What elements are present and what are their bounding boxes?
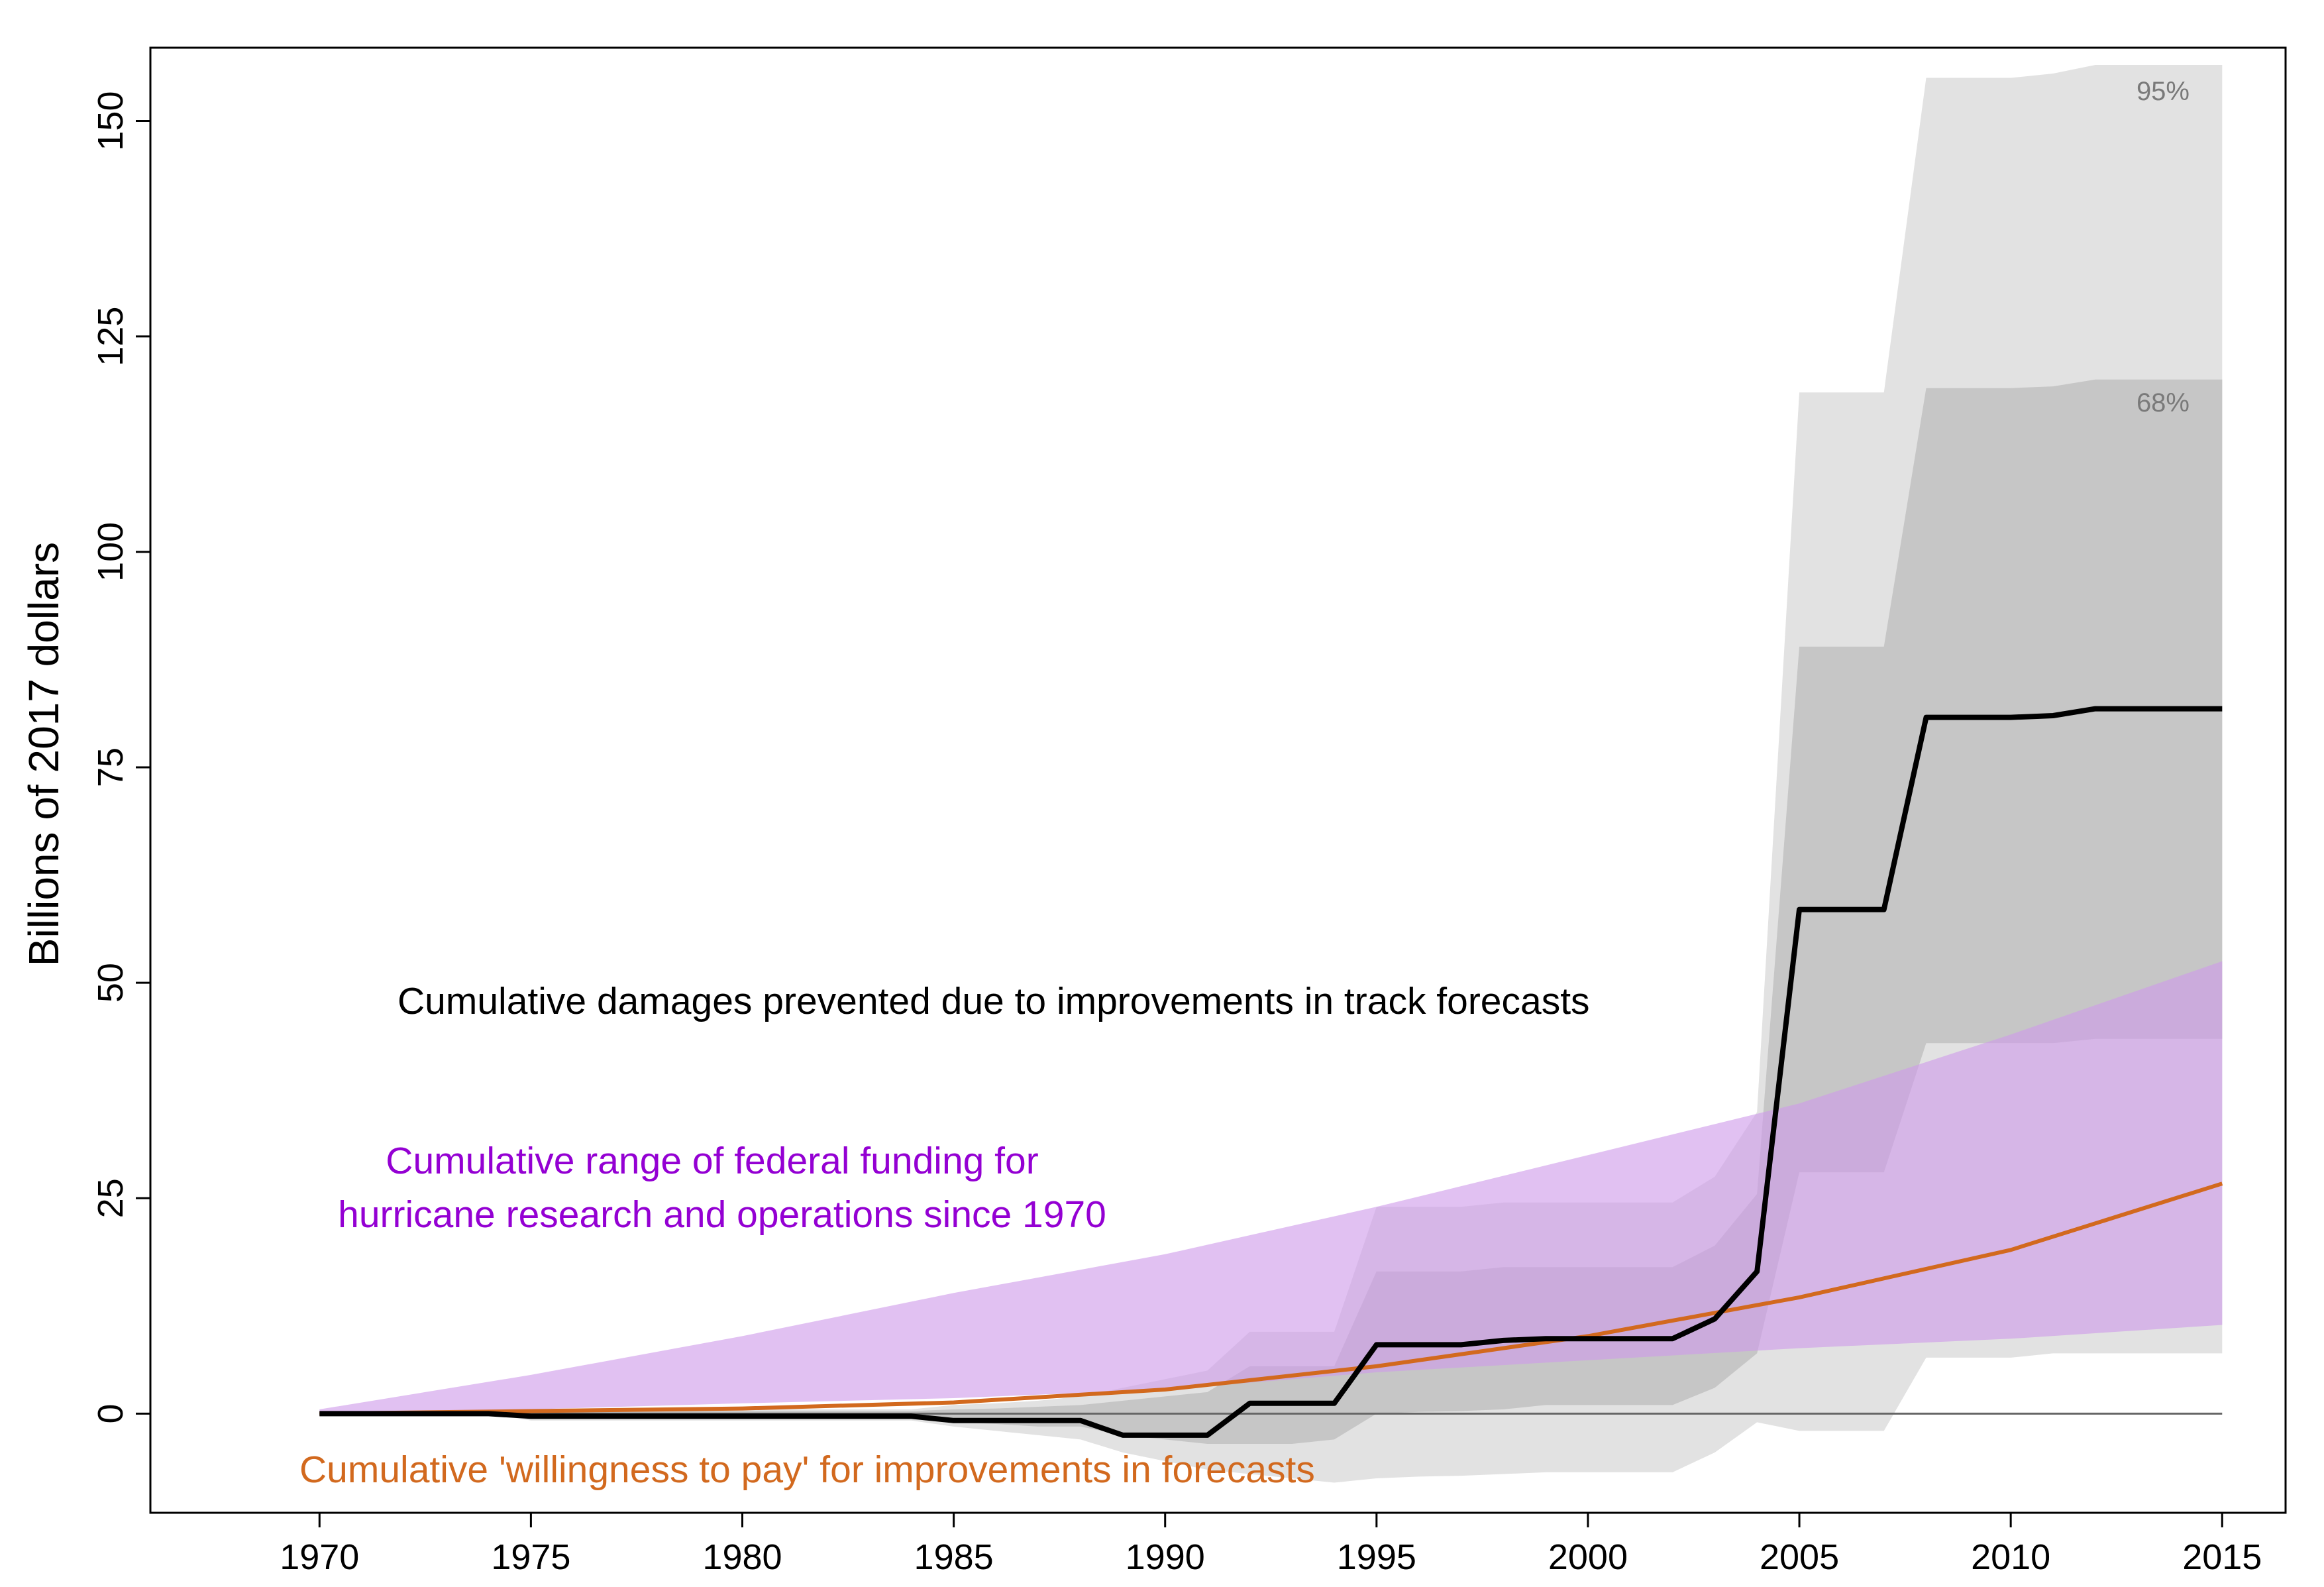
label-68-percent: 68% xyxy=(2137,388,2190,417)
willingness-line xyxy=(319,1181,2223,1416)
x-tick-label: 1975 xyxy=(491,1537,570,1577)
damages-line xyxy=(319,706,2223,1438)
x-tick-label: 1995 xyxy=(1337,1537,1416,1577)
axes: 1970 1975 1980 1985 1990 1995 2000 2005 2010 2015… xyxy=(91,46,2287,1577)
plot-frame xyxy=(149,46,2287,1514)
y-tick-label: 75 xyxy=(91,747,131,787)
x-tick-label: 1980 xyxy=(702,1537,782,1577)
series-lines xyxy=(319,706,2223,1438)
x-tick-label: 2015 xyxy=(2182,1537,2262,1577)
y-tick-label: 50 xyxy=(91,963,131,1003)
funding-range-area xyxy=(319,961,2223,1414)
x-tick-label: 2000 xyxy=(1548,1537,1628,1577)
x-tick-label: 1985 xyxy=(914,1537,994,1577)
annotation-funding-line2: hurricane research and operations since … xyxy=(338,1193,1106,1236)
label-95-percent: 95% xyxy=(2137,77,2190,106)
y-axis-label: Billions of 2017 dollars xyxy=(20,542,68,966)
y-tick-label: 25 xyxy=(91,1178,131,1218)
y-tick-label: 0 xyxy=(91,1403,131,1423)
x-tick-label: 2005 xyxy=(1760,1537,1839,1577)
y-tick-label: 150 xyxy=(91,91,131,150)
annotation-willingness: Cumulative 'willingness to pay' for impr… xyxy=(299,1449,1315,1491)
annotation-damages: Cumulative damages prevented due to impr… xyxy=(397,980,1590,1022)
x-tick-label: 2010 xyxy=(1971,1537,2050,1577)
funding-range-layer xyxy=(319,961,2223,1414)
x-tick-label: 1970 xyxy=(280,1537,359,1577)
y-tick-label: 125 xyxy=(91,307,131,366)
y-tick-label: 100 xyxy=(91,522,131,582)
annotation-funding-line1: Cumulative range of federal funding for xyxy=(386,1140,1038,1182)
x-tick-label: 1990 xyxy=(1126,1537,1205,1577)
